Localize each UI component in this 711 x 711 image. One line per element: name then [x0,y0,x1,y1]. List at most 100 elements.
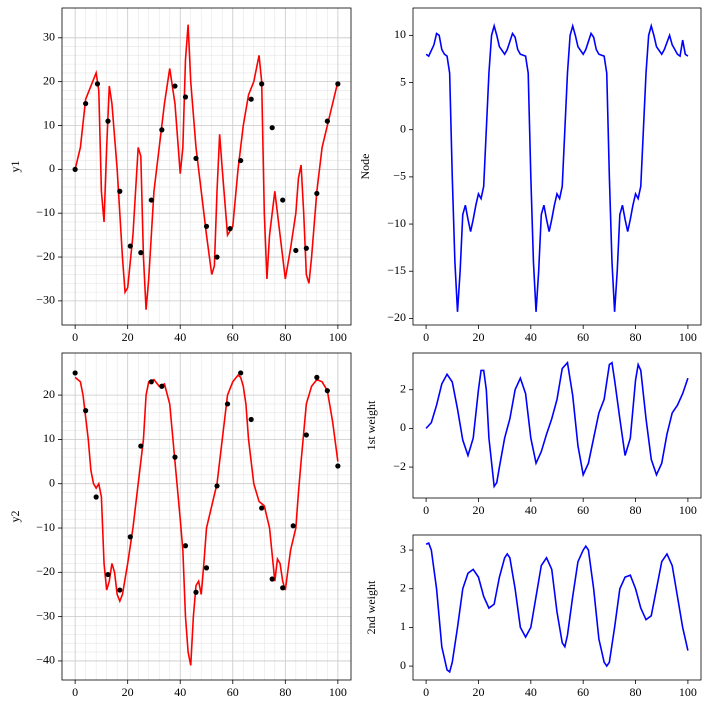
y-tick-label: 0 [400,658,406,672]
point [105,118,111,124]
y-axis-label: Node [358,154,372,180]
y-tick-label: −2 [393,459,406,473]
point [72,166,78,172]
point [93,494,99,500]
x-tick-label: 80 [630,503,642,517]
point [238,370,244,376]
point [290,523,296,529]
y-tick-label: 30 [43,30,55,44]
x-tick-label: 40 [525,503,537,517]
y-tick-label: −20 [36,249,55,263]
point [148,197,154,203]
x-tick-label: 40 [525,685,537,699]
point [138,443,144,449]
point [159,127,165,133]
x-tick-label: 0 [423,330,429,344]
point [138,250,144,256]
point [314,374,320,380]
y-tick-label: 2 [400,381,406,395]
axes-frame [61,7,352,326]
x-tick-label: 20 [122,685,134,699]
point [83,408,89,414]
y-tick-label: −20 [36,564,55,578]
x-tick-label: 20 [472,330,484,344]
y-tick-label: 2 [400,580,406,594]
point [83,100,89,107]
point [248,416,254,423]
line [425,542,689,674]
y-tick-label: −30 [36,608,55,622]
x-tick-label: 100 [329,330,347,344]
x-tick-label: 0 [72,330,78,344]
point [238,157,244,164]
point [259,81,265,87]
x-tick-label: 20 [472,503,484,517]
y-axis-label: 2nd weight [364,580,378,634]
y-tick-label: 0 [400,121,406,135]
point [227,225,233,232]
panel: 0 20 40 60 80 100 −30 −20 −10 0 10 20 30 y1 [8,7,352,344]
x-tick-label: 80 [630,330,642,344]
y-tick-label: 0 [400,420,406,434]
y-tick-label: 1 [400,619,406,633]
x-tick-label: 100 [679,330,697,344]
point [127,534,133,540]
axes-frame [412,534,702,681]
x-tick-label: 20 [472,685,484,699]
y-tick-label: −30 [36,293,55,307]
axes-frame [412,7,702,326]
point [172,83,178,89]
point [335,81,341,87]
x-tick-label: 20 [122,330,134,344]
point [203,565,210,571]
x-tick-label: 100 [329,685,347,699]
y-tick-label: −10 [387,216,406,230]
axes-frame [61,352,352,681]
y-tick-label: −20 [387,310,406,324]
x-tick-label: 60 [577,685,589,699]
y-tick-label: −40 [36,653,55,667]
point [172,454,178,460]
y-tick-label: −10 [36,520,55,534]
x-tick-label: 40 [174,685,186,699]
y-tick-label: 10 [394,27,406,41]
point [224,401,231,407]
y-tick-label: −5 [393,169,406,183]
point [248,96,254,102]
point [280,197,286,203]
point [193,589,199,595]
point [303,245,309,251]
point [127,243,133,249]
x-tick-label: 0 [423,685,429,699]
point [314,190,320,197]
x-tick-label: 60 [577,330,589,344]
point [105,571,111,578]
axes-frame [412,352,702,499]
y-tick-label: 5 [400,74,406,88]
point [159,383,165,389]
x-tick-label: 0 [423,503,429,517]
line [74,24,339,310]
point [269,576,275,582]
x-tick-label: 100 [679,503,697,517]
point [117,587,123,593]
y-axis-label: y1 [8,161,22,173]
x-tick-label: 0 [72,685,78,699]
line [425,22,689,312]
point [148,379,154,385]
point [182,94,189,100]
point [324,388,330,394]
y-tick-label: 20 [43,387,55,401]
y-tick-label: 0 [49,475,55,489]
panel: 0 20 40 60 80 100 0 1 2 3 2nd weight [364,534,702,699]
x-tick-label: 100 [679,685,697,699]
point [303,432,309,438]
point [94,81,101,87]
panel: 0 20 40 60 80 100 −20 −15 −10 −5 0 5 10 Node [358,7,702,344]
point [117,188,123,194]
x-tick-label: 40 [174,330,186,344]
point [335,463,341,469]
y-tick-label: −15 [387,263,406,277]
